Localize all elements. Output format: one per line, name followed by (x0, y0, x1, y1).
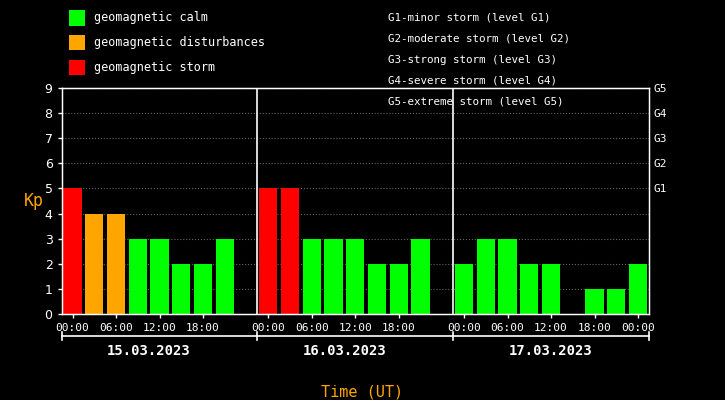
Bar (389, 264, 408, 314)
Bar (259, 188, 278, 314)
Text: geomagnetic calm: geomagnetic calm (94, 12, 207, 24)
Bar (63, 188, 82, 314)
Bar (128, 239, 147, 314)
Text: geomagnetic storm: geomagnetic storm (94, 61, 215, 74)
Bar (476, 239, 495, 314)
Bar (324, 239, 343, 314)
Bar (542, 264, 560, 314)
Bar (585, 289, 604, 314)
Bar (455, 264, 473, 314)
Text: 15.03.2023: 15.03.2023 (107, 344, 191, 358)
Text: geomagnetic disturbances: geomagnetic disturbances (94, 36, 265, 49)
Text: G5-extreme storm (level G5): G5-extreme storm (level G5) (388, 96, 563, 106)
Text: G1-minor storm (level G1): G1-minor storm (level G1) (388, 13, 550, 23)
Bar (607, 289, 626, 314)
Bar (215, 239, 234, 314)
Bar (281, 188, 299, 314)
Text: G2-moderate storm (level G2): G2-moderate storm (level G2) (388, 34, 570, 44)
Bar (107, 214, 125, 314)
Bar (368, 264, 386, 314)
Bar (411, 239, 430, 314)
Text: 16.03.2023: 16.03.2023 (302, 344, 386, 358)
Text: G4-severe storm (level G4): G4-severe storm (level G4) (388, 76, 557, 86)
Bar (498, 239, 517, 314)
Bar (172, 264, 191, 314)
Bar (150, 239, 169, 314)
Y-axis label: Kp: Kp (23, 192, 44, 210)
Bar (302, 239, 321, 314)
Bar (520, 264, 539, 314)
Bar (346, 239, 365, 314)
Bar (194, 264, 212, 314)
Bar (629, 264, 647, 314)
Bar (85, 214, 104, 314)
Text: G3-strong storm (level G3): G3-strong storm (level G3) (388, 55, 557, 65)
Text: Time (UT): Time (UT) (321, 384, 404, 400)
Text: 17.03.2023: 17.03.2023 (509, 344, 593, 358)
